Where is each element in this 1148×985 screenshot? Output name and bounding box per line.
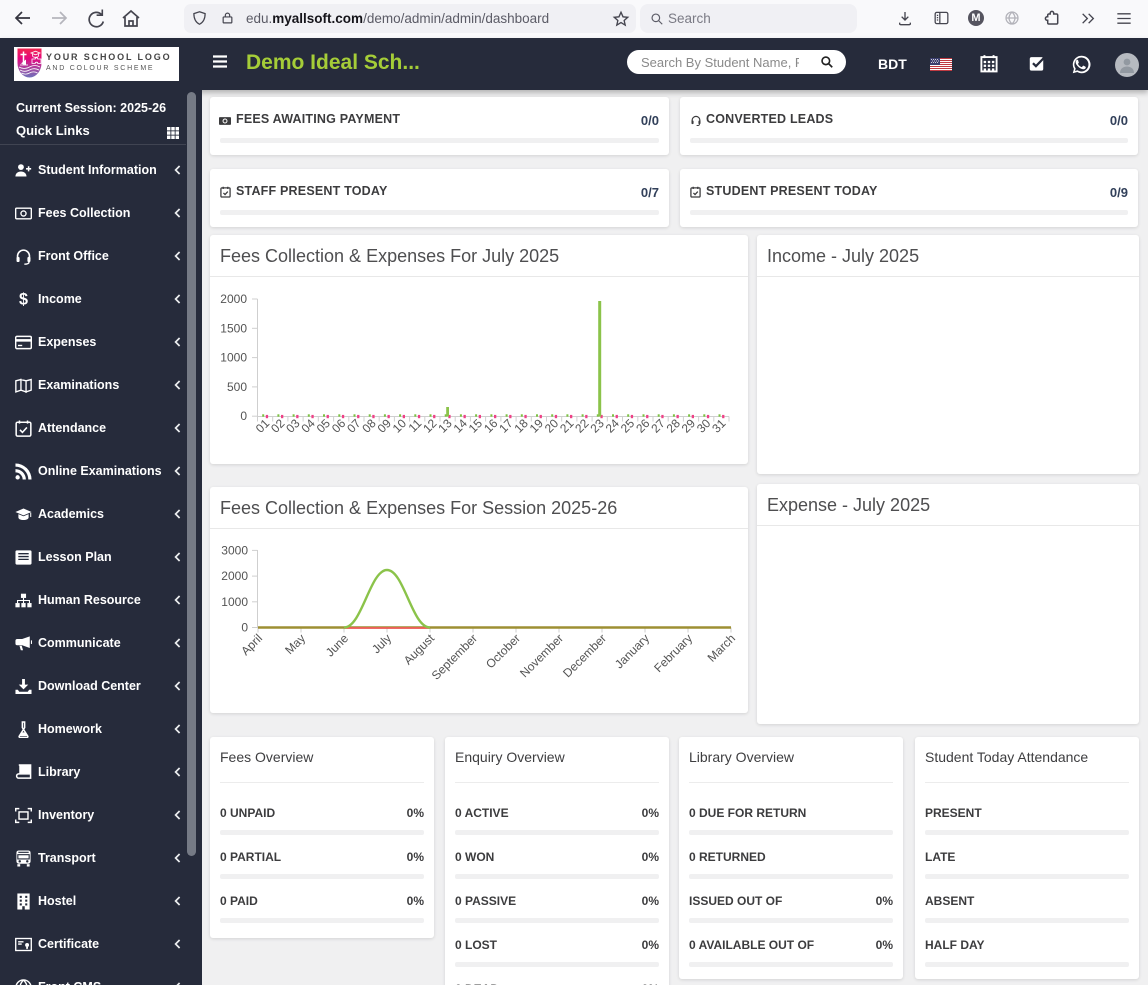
svg-text:September: September: [429, 631, 480, 682]
svg-text:December: December: [560, 631, 609, 680]
svg-text:1000: 1000: [220, 351, 247, 365]
svg-text:April: April: [238, 631, 265, 658]
svg-text:$: $: [19, 291, 28, 308]
svg-text:2000: 2000: [220, 292, 247, 306]
svg-text:July: July: [369, 631, 394, 656]
svg-text:March: March: [705, 631, 738, 664]
svg-text:0: 0: [241, 621, 248, 635]
svg-text:October: October: [483, 631, 523, 671]
svg-text:November: November: [517, 631, 566, 680]
svg-text:May: May: [282, 631, 308, 657]
svg-text:3000: 3000: [221, 543, 248, 557]
svg-text:June: June: [323, 631, 352, 660]
svg-text:1000: 1000: [221, 595, 248, 609]
svg-text:0: 0: [240, 409, 247, 423]
svg-text:February: February: [651, 631, 695, 675]
svg-text:August: August: [401, 631, 438, 668]
svg-text:2000: 2000: [221, 569, 248, 583]
svg-text:500: 500: [227, 380, 247, 394]
svg-text:1500: 1500: [220, 321, 247, 335]
svg-text:January: January: [612, 631, 652, 671]
svg-text:31: 31: [709, 416, 729, 436]
